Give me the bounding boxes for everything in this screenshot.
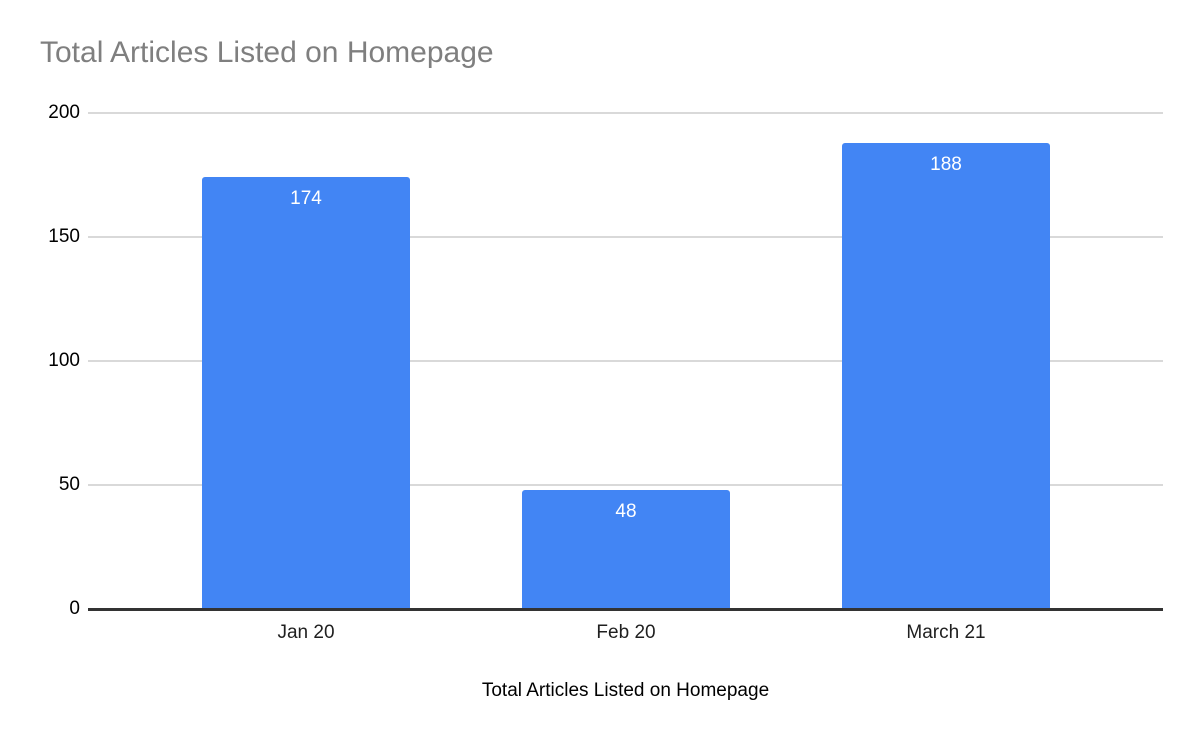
bar-feb-20: 48 [522, 489, 730, 609]
y-tick-label: 50 [58, 474, 80, 495]
bar-march-21: 188 [842, 142, 1050, 609]
x-axis-title: Total Articles Listed on Homepage [481, 680, 770, 701]
y-tick-label: 150 [48, 226, 80, 247]
gridline [88, 236, 1163, 238]
bar-value-label: 174 [290, 188, 322, 210]
gridline [88, 484, 1163, 486]
x-tick-label: March 21 [906, 622, 986, 643]
x-tick-label: Jan 20 [277, 622, 335, 643]
x-tick-label: Feb 20 [596, 622, 656, 643]
chart-title: Total Articles Listed on Homepage [40, 36, 494, 69]
x-axis-baseline [88, 607, 1163, 611]
gridline [88, 360, 1163, 362]
gridline [88, 112, 1163, 114]
bar-jan-20: 174 [202, 177, 410, 609]
bar-value-label: 188 [930, 153, 962, 175]
bar-value-label: 48 [615, 500, 637, 522]
y-tick-label: 0 [69, 598, 80, 619]
y-tick-label: 200 [48, 102, 80, 123]
y-tick-label: 100 [48, 350, 80, 371]
